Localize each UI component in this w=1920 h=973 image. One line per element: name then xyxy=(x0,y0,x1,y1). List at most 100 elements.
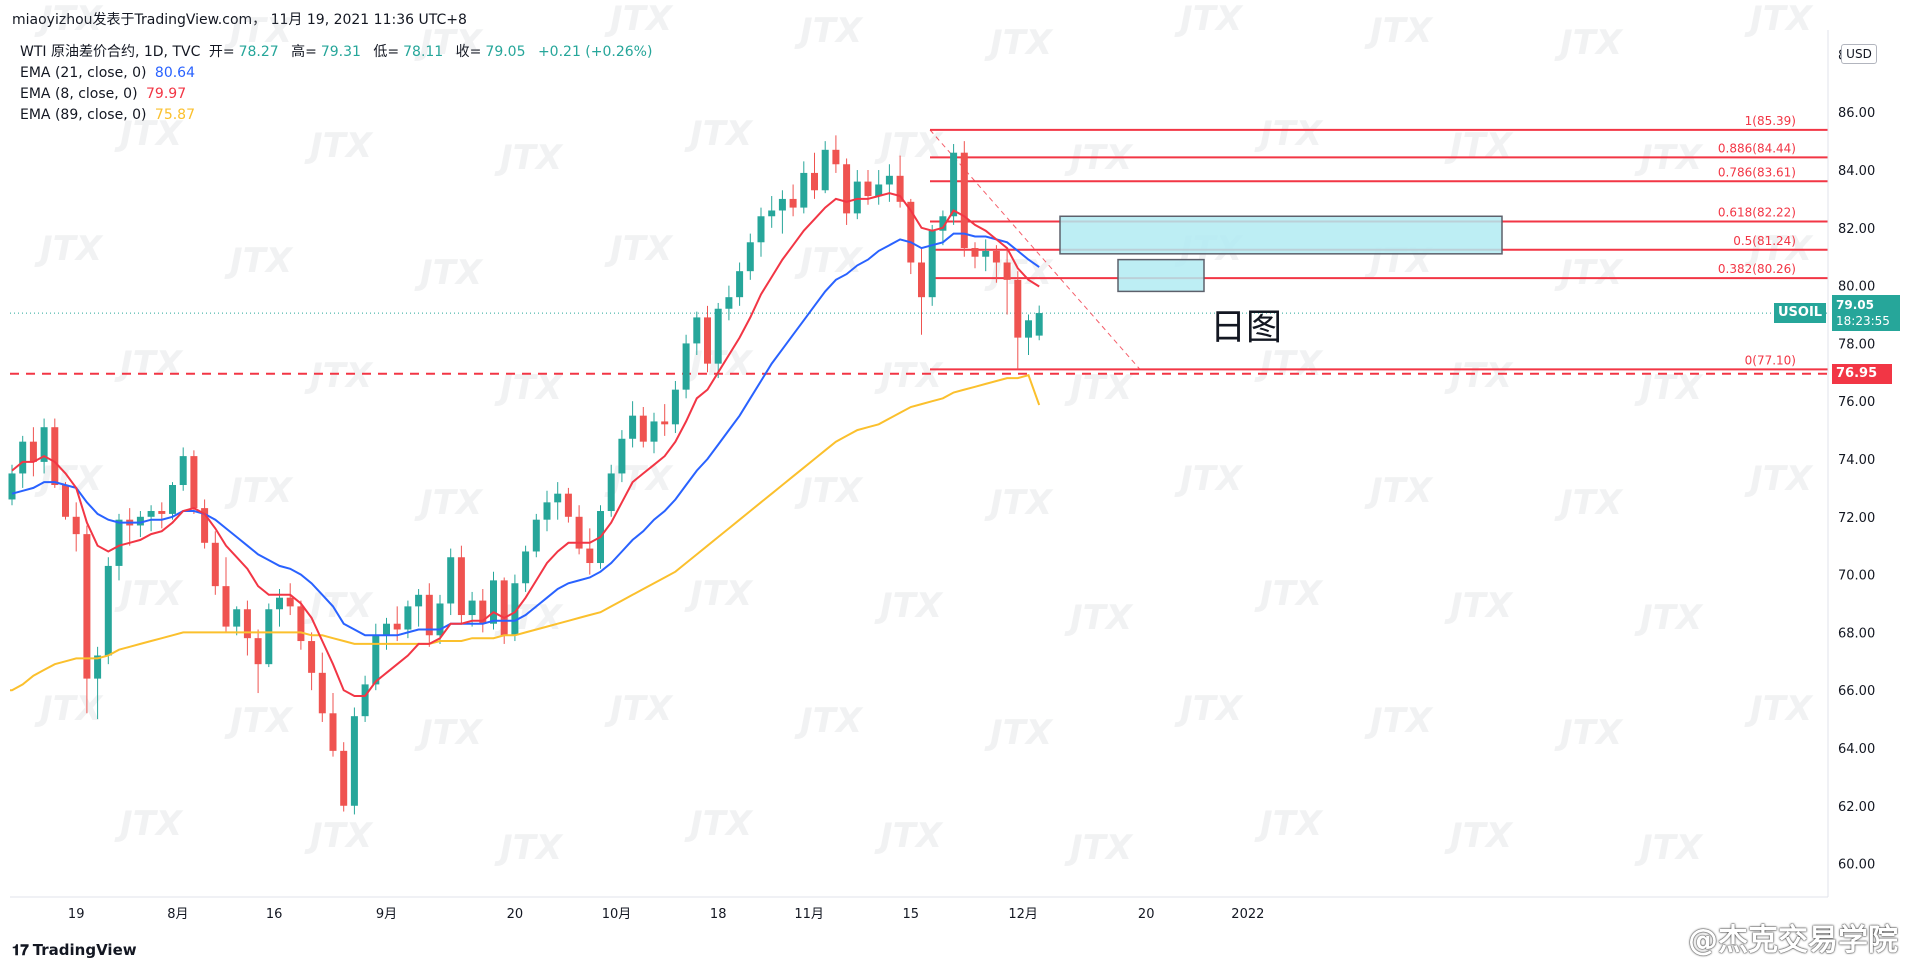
candle-body xyxy=(992,250,1000,263)
jtx-watermark: JTX xyxy=(1254,344,1324,384)
jtx-watermark: JTX xyxy=(984,713,1054,753)
candle-body xyxy=(222,586,230,627)
jtx-watermark: JTX xyxy=(1364,471,1434,511)
jtx-watermark: JTX xyxy=(984,23,1054,63)
ema21-legend-row[interactable]: EMA (21, close, 0) 80.64 xyxy=(20,65,196,81)
fib-level-label: 1(85.39) xyxy=(1745,114,1796,128)
resistance-zone[interactable] xyxy=(1117,258,1205,293)
jtx-watermark: JTX xyxy=(1364,11,1434,51)
candle-body xyxy=(1035,313,1043,336)
jtx-watermark: JTX xyxy=(874,816,944,856)
jtx-watermark: JTX xyxy=(1444,356,1514,396)
candle-body xyxy=(158,511,166,514)
jtx-watermarks: JTX JTX JTX JTX JTX JTX JTX JTX JTX JTX JTX JTX JTX J… xyxy=(34,0,1814,868)
candle-body xyxy=(40,427,48,462)
candle-body xyxy=(511,583,519,636)
time-tick-label: 11月 xyxy=(794,907,824,922)
time-tick-label: 9月 xyxy=(376,907,397,922)
candle-body xyxy=(532,519,540,552)
publisher-line: miaoyizhou发表于TradingView.com， 11月 19, 20… xyxy=(12,12,467,28)
jtx-watermark: JTX xyxy=(1634,598,1704,638)
candle-body xyxy=(179,456,187,486)
ohlc-low: 低= 78.11 xyxy=(373,44,444,60)
candle-body xyxy=(864,181,872,197)
jtx-watermark: JTX xyxy=(604,229,674,269)
jtx-watermark: JTX xyxy=(684,114,754,154)
candle-body xyxy=(201,508,209,543)
candle-body xyxy=(896,175,904,202)
price-axis[interactable]: 88.0086.0084.0082.0080.0078.0076.0074.00… xyxy=(1838,48,1875,872)
jtx-watermark: JTX xyxy=(984,483,1054,523)
candle-body xyxy=(725,297,733,309)
jtx-watermark: JTX xyxy=(1744,689,1814,729)
time-tick-label: 8月 xyxy=(167,907,188,922)
candle-body xyxy=(671,389,679,425)
candle-body xyxy=(115,519,123,566)
timeframe-annotation: 日图 xyxy=(1210,307,1283,348)
candle-body xyxy=(736,271,744,298)
candle-body xyxy=(554,493,562,503)
candle-body xyxy=(575,516,583,549)
candle-body xyxy=(618,438,626,474)
candle-body xyxy=(350,716,358,806)
weibo-watermark: @杰克交易学院 xyxy=(1688,923,1898,958)
candle-body xyxy=(233,609,241,627)
jtx-watermark: JTX xyxy=(1444,126,1514,166)
jtx-watermark: JTX xyxy=(604,0,674,39)
jtx-watermark: JTX xyxy=(114,114,184,154)
candle-body xyxy=(276,597,283,610)
jtx-watermark: JTX xyxy=(1254,804,1324,844)
candle-body xyxy=(8,473,16,500)
candle-body xyxy=(190,456,198,509)
jtx-watermark: JTX xyxy=(304,356,374,396)
price-tick-label: 64.00 xyxy=(1838,742,1875,757)
candle-body xyxy=(265,609,273,665)
jtx-watermark: JTX xyxy=(1554,713,1624,753)
candle-body xyxy=(318,672,326,714)
candle-body xyxy=(639,415,647,442)
time-tick-label: 16 xyxy=(266,907,283,922)
jtx-watermark: JTX xyxy=(494,138,564,178)
ohlc-open: 开= 78.27 xyxy=(208,44,279,60)
time-tick-label: 15 xyxy=(903,907,920,922)
jtx-watermark: JTX xyxy=(224,11,294,51)
jtx-watermark: JTX xyxy=(1254,114,1324,154)
jtx-watermark: JTX xyxy=(414,23,484,63)
candle-body xyxy=(404,606,412,630)
candle-body xyxy=(211,542,219,587)
jtx-watermark: JTX xyxy=(1254,574,1324,614)
jtx-watermark: JTX xyxy=(224,241,294,281)
candle-body xyxy=(329,713,337,751)
symbol-legend-row[interactable]: WTI 原油差价合约, 1D, TVC 开= 78.27 高= 79.31 低= 78… xyxy=(20,42,656,63)
fib-trend-line xyxy=(929,129,1141,370)
jtx-watermark: JTX xyxy=(414,713,484,753)
resistance-zone[interactable] xyxy=(1059,215,1503,255)
candle-body xyxy=(169,485,176,514)
ema89-legend-row[interactable]: EMA (89, close, 0) 75.87 xyxy=(20,107,196,123)
candle-body xyxy=(372,635,380,685)
price-tick-label: 80.00 xyxy=(1838,280,1875,295)
jtx-watermark: JTX xyxy=(794,471,864,511)
jtx-watermark: JTX xyxy=(1554,23,1624,63)
candle-body xyxy=(778,198,786,211)
tradingview-logo[interactable]: 𝟏𝟕 TradingView xyxy=(12,941,137,959)
price-tick-label: 60.00 xyxy=(1838,858,1875,873)
candle-body xyxy=(607,473,615,512)
candle-body xyxy=(297,606,305,642)
candle-body xyxy=(72,516,80,535)
time-tick-label: 12月 xyxy=(1008,907,1038,922)
jtx-watermark: JTX xyxy=(874,586,944,626)
candle-body xyxy=(425,594,433,636)
currency-badge[interactable]: USD xyxy=(1841,44,1877,64)
ema8-legend-row[interactable]: EMA (8, close, 0) 79.97 xyxy=(20,86,187,102)
resistance-zones[interactable] xyxy=(1059,215,1503,293)
candle-body xyxy=(907,201,915,263)
time-axis[interactable]: 19 8月 16 9月 20 10月 18 11月 15 12月 20 2022 xyxy=(68,907,1264,922)
jtx-watermark: JTX xyxy=(114,344,184,384)
candle-body xyxy=(254,638,262,665)
candle-body xyxy=(308,641,316,673)
candle-body xyxy=(885,175,893,185)
jtx-watermark: JTX xyxy=(224,471,294,511)
candle-body xyxy=(789,198,797,208)
